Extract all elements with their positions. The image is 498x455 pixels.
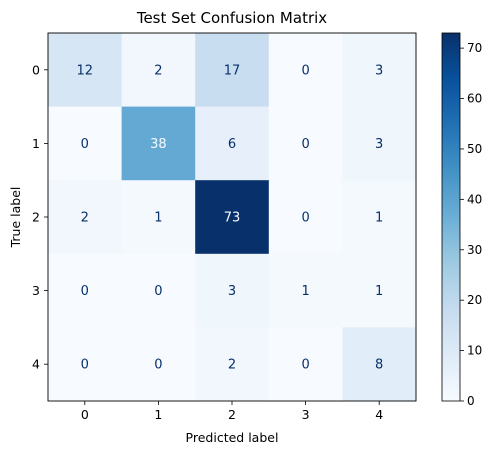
cell-value-label: 6 [228,137,236,152]
cell-value-label: 0 [301,137,309,152]
cell-value-label: 1 [375,211,383,226]
heatmap-cell [268,327,343,402]
heatmap-cell [121,33,196,108]
cell-value-label: 2 [81,211,89,226]
heatmap-cell [48,33,123,108]
heatmap-cell [342,33,417,108]
heatmap-cell [195,327,270,402]
cell-value-label: 0 [81,137,89,152]
x-tick-label: 2 [228,407,236,422]
cell-value-label: 0 [81,358,89,373]
x-tick-label: 4 [375,407,383,422]
colorbar [441,32,461,402]
colorbar-tick-label: 50 [467,142,482,156]
y-tick-label: 2 [32,210,40,225]
colorbar-tick-label: 70 [467,41,482,55]
cell-value-label: 3 [375,63,383,78]
heatmap-cell [268,253,343,328]
x-tick-label: 0 [81,407,89,422]
x-tick-label: 1 [154,407,162,422]
heatmap-cell [48,106,123,181]
cell-value-label: 0 [154,358,162,373]
heatmap-cell [195,253,270,328]
heatmap-cell [268,180,343,255]
chart-title: Test Set Confusion Matrix [136,9,327,27]
heatmap-cell [48,327,123,402]
colorbar-tick-label: 30 [467,243,482,257]
cell-value-label: 8 [375,358,383,373]
heatmap-cell [342,253,417,328]
cell-value-label: 1 [154,211,162,226]
x-tick-label: 3 [302,407,310,422]
heatmap-cells [48,33,417,402]
cell-value-label: 1 [301,284,309,299]
cell-value-label: 2 [154,63,162,78]
y-tick-label: 3 [32,283,40,298]
x-axis-label: Predicted label [186,430,279,445]
heatmap-cell [121,106,196,181]
heatmap-cell [342,327,417,402]
heatmap-cell-labels: 12 2 17 0 3 0 38 6 0 3 2 1 73 0 1 0 0 3 1 1 0 0 2 0 8 [77,63,384,372]
cell-value-label: 1 [375,284,383,299]
cell-value-label: 17 [224,63,241,78]
colorbar-tick-label: 0 [467,394,475,408]
colorbar-tick-label: 10 [467,344,482,358]
cell-value-label: 0 [301,63,309,78]
heatmap-cell [121,253,196,328]
heatmap-cell [121,180,196,255]
cell-value-label: 3 [375,137,383,152]
y-tick-label: 4 [32,357,40,372]
cell-value-label: 73 [224,211,241,226]
colorbar-tick-label: 60 [467,92,482,106]
heatmap-cell [121,327,196,402]
cell-value-label: 3 [228,284,236,299]
colorbar-tick-label: 20 [467,293,482,307]
heatmap-cell [342,106,417,181]
y-axis-label: True label [8,187,23,249]
cell-value-label: 12 [77,63,94,78]
heatmap-cell [48,180,123,255]
y-tick-label: 0 [32,62,40,77]
cell-value-label: 0 [301,358,309,373]
colorbar-tick-label: 40 [467,192,482,206]
heatmap-cell [195,106,270,181]
cell-value-label: 2 [228,358,236,373]
cell-value-label: 0 [301,211,309,226]
heatmap-cell [195,180,270,255]
heatmap-cell [268,106,343,181]
colorbar-ticks: 0 10 20 30 40 50 60 70 [460,41,482,408]
y-tick-label: 1 [32,136,40,151]
x-axis-ticks: 0 1 2 3 4 [81,401,383,422]
cell-value-label: 38 [150,137,167,152]
heatmap-cell [48,253,123,328]
cell-value-label: 0 [81,284,89,299]
cell-value-label: 0 [154,284,162,299]
heatmap-cell [268,33,343,108]
heatmap-cell [342,180,417,255]
y-axis-ticks: 0 1 2 3 4 [32,62,48,372]
heatmap-cell [195,33,270,108]
